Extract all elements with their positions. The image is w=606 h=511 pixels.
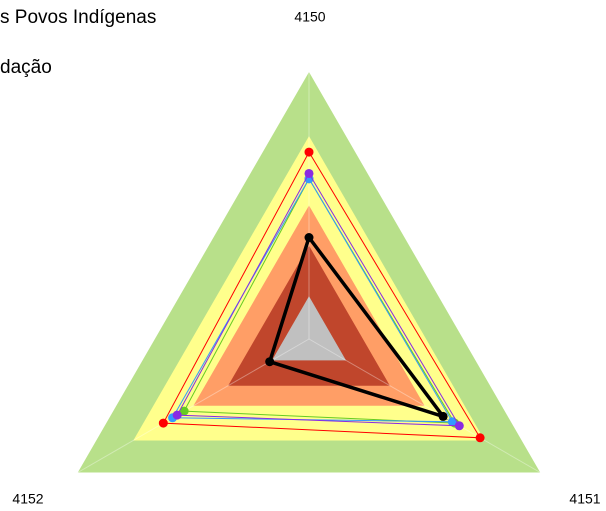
- series-point: [447, 417, 457, 427]
- spoke: [308, 338, 541, 473]
- series-point: [304, 168, 314, 178]
- series-point: [172, 410, 182, 420]
- series-point: [438, 411, 448, 421]
- chart-subtitle: dação: [0, 57, 52, 78]
- axis-label: 4150: [294, 9, 325, 25]
- series-point: [475, 433, 485, 443]
- axis-label: 4151: [569, 491, 600, 507]
- series-line: [176, 172, 461, 427]
- series-point: [454, 421, 464, 431]
- chart-title: s Povos Indígenas: [0, 7, 156, 28]
- series-point: [304, 147, 314, 157]
- series-point: [265, 357, 275, 367]
- series-point: [158, 418, 168, 428]
- band-area: [272, 296, 346, 361]
- series-line: [162, 151, 482, 439]
- series-point: [179, 406, 189, 416]
- series-line: [183, 177, 456, 424]
- series-line: [267, 233, 448, 420]
- series-point: [304, 233, 314, 243]
- axis-label: 4152: [12, 491, 43, 507]
